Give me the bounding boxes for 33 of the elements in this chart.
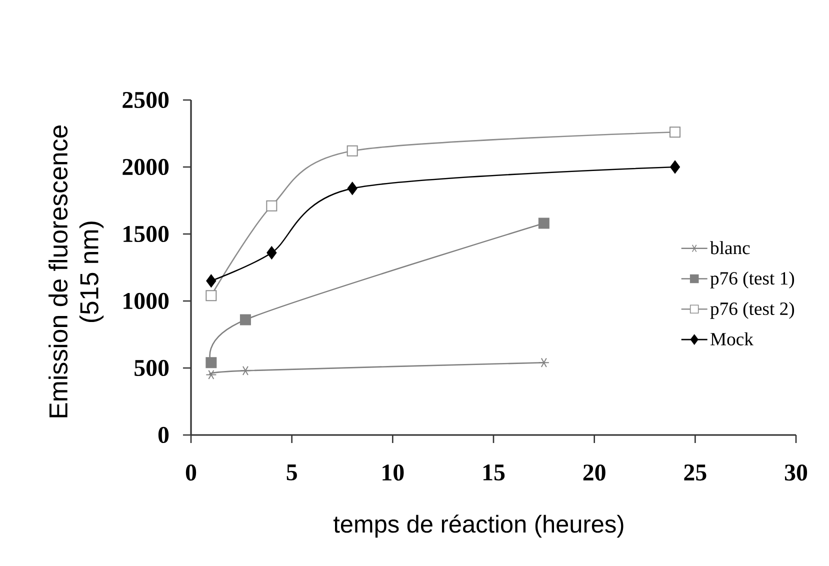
y-tick-label: 1000 bbox=[124, 292, 169, 310]
point bbox=[206, 290, 217, 302]
y-tick-label: 2000 bbox=[122, 158, 169, 176]
legend-label: Mock bbox=[710, 332, 754, 346]
point bbox=[346, 145, 358, 156]
point bbox=[240, 314, 251, 326]
x-tick-label: 5 bbox=[286, 464, 297, 480]
point bbox=[206, 370, 217, 380]
point bbox=[240, 366, 251, 376]
x-tick-label: 30 bbox=[784, 464, 808, 481]
x-tick-label: 15 bbox=[483, 464, 505, 481]
point bbox=[670, 126, 681, 138]
point bbox=[538, 358, 550, 368]
y-tick-label: 1500 bbox=[124, 226, 169, 242]
y-axis-title: Emission de fluorescence (515 nm) bbox=[48, 125, 104, 418]
point bbox=[538, 218, 550, 229]
legend-label: p76 (test 1) bbox=[710, 272, 794, 288]
x-tick-label: 20 bbox=[583, 464, 606, 481]
point bbox=[266, 200, 278, 212]
y-tick-label: 0 bbox=[158, 426, 169, 444]
legend-label: blanc bbox=[710, 241, 750, 254]
y-tick-label: 2500 bbox=[122, 92, 169, 108]
x-tick-label: 0 bbox=[186, 464, 196, 481]
point bbox=[266, 246, 277, 260]
point bbox=[206, 357, 217, 368]
legend-label: p76 (test 2) bbox=[710, 302, 794, 319]
x-axis-title: temps de réaction (heures) bbox=[334, 514, 624, 538]
point bbox=[206, 274, 216, 288]
point bbox=[347, 182, 358, 195]
y-tick-label: 500 bbox=[134, 360, 169, 376]
x-tick-label: 25 bbox=[684, 464, 706, 481]
x-tick-label: 10 bbox=[382, 464, 404, 481]
point bbox=[670, 160, 680, 174]
